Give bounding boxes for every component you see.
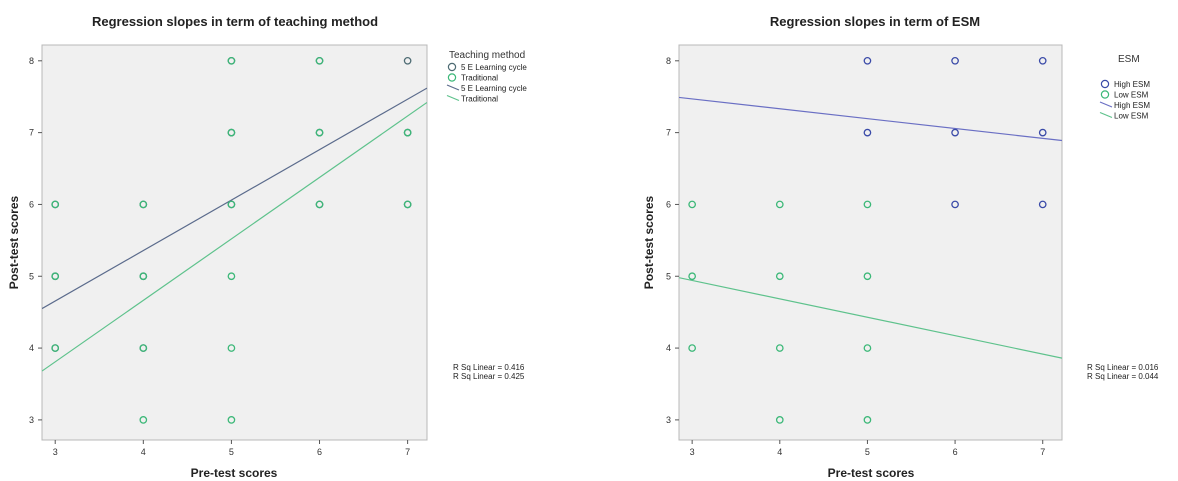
data-point <box>1038 200 1047 209</box>
data-point <box>775 272 784 281</box>
y-tick-label: 3 <box>666 415 671 425</box>
data-point <box>688 272 696 281</box>
data-point <box>51 344 60 352</box>
y-tick-label: 7 <box>666 128 671 138</box>
data-point <box>227 56 236 65</box>
data-point <box>951 128 959 137</box>
x-tick-label: 5 <box>865 447 870 457</box>
r-squared-label: R Sq Linear = 0.425 <box>453 372 525 381</box>
legend-marker <box>1100 90 1110 99</box>
data-point <box>403 56 412 65</box>
data-point <box>951 56 959 65</box>
r-squared-label: R Sq Linear = 0.016 <box>1087 363 1159 372</box>
legend-label: 5 E Learning cycle <box>461 84 527 93</box>
data-point <box>688 200 696 209</box>
data-point <box>315 200 324 209</box>
legend-label: 5 E Learning cycle <box>461 63 527 72</box>
y-tick-label: 8 <box>666 56 671 66</box>
data-point <box>863 128 872 137</box>
y-axis-label: Post-test scores <box>7 195 21 289</box>
legend-label: Low ESM <box>1114 91 1149 100</box>
legend-label: Low ESM <box>1114 112 1149 121</box>
data-point <box>227 344 236 352</box>
y-tick-label: 6 <box>666 199 671 209</box>
chart-panel-2: Regression slopes in term of ESM 3 4 5 6 7 3 4 5… <box>642 14 1159 480</box>
x-axis-label: Pre-test scores <box>828 466 915 480</box>
legend-line <box>446 94 460 102</box>
y-tick-label: 5 <box>29 271 34 281</box>
chart-panel-1: Regression slopes in term of teaching me… <box>7 14 527 480</box>
x-tick-label: 7 <box>1040 447 1045 457</box>
plot-area <box>678 44 1063 441</box>
legend-line <box>446 84 460 91</box>
data-point <box>227 272 236 281</box>
x-tick-label: 6 <box>317 447 322 457</box>
data-point <box>139 272 148 281</box>
legend-line <box>1099 101 1113 108</box>
y-tick-label: 5 <box>666 271 671 281</box>
data-point <box>315 128 324 137</box>
data-point <box>227 128 236 137</box>
y-tick-label: 8 <box>29 56 34 66</box>
y-tick-label: 3 <box>29 415 34 425</box>
r-squared-label: R Sq Linear = 0.416 <box>453 363 525 372</box>
plot-area <box>41 44 428 441</box>
data-point <box>403 200 412 209</box>
x-tick-label: 6 <box>953 447 958 457</box>
data-point <box>775 416 784 424</box>
y-axis-label: Post-test scores <box>642 195 656 289</box>
regression-line <box>679 277 1062 359</box>
y-tick-label: 7 <box>29 128 34 138</box>
y-tick-label: 4 <box>666 343 671 353</box>
legend-marker <box>447 62 457 72</box>
x-tick-label: 7 <box>405 447 410 457</box>
legend-label: Traditional <box>461 95 498 104</box>
data-point <box>51 272 60 281</box>
legend-title: ESM <box>1118 54 1140 65</box>
data-point <box>863 272 872 281</box>
data-point <box>139 344 148 352</box>
data-point <box>139 200 148 209</box>
data-point <box>139 416 148 424</box>
chart-title: Regression slopes in term of teaching me… <box>92 14 378 29</box>
data-point <box>775 344 784 352</box>
legend-title: Teaching method <box>449 50 525 61</box>
legend-marker <box>1100 79 1110 89</box>
regression-line <box>42 101 427 372</box>
x-tick-label: 3 <box>53 447 58 457</box>
y-tick-label: 4 <box>29 343 34 353</box>
data-point <box>863 344 872 352</box>
legend-label: High ESM <box>1114 101 1150 110</box>
data-point <box>227 200 236 209</box>
data-point <box>403 128 412 137</box>
data-point <box>51 200 60 209</box>
regression-line <box>679 96 1062 142</box>
x-tick-label: 4 <box>141 447 146 457</box>
legend-line <box>1099 111 1113 119</box>
x-tick-label: 4 <box>777 447 782 457</box>
data-point <box>863 416 872 424</box>
data-point <box>863 200 872 209</box>
data-point <box>951 200 959 209</box>
y-tick-label: 6 <box>29 199 34 209</box>
x-axis-label: Pre-test scores <box>191 466 278 480</box>
data-point <box>315 56 324 65</box>
data-point <box>227 416 236 424</box>
data-point <box>863 56 872 65</box>
legend-label: High ESM <box>1114 80 1150 89</box>
x-tick-label: 3 <box>690 447 695 457</box>
x-tick-label: 5 <box>229 447 234 457</box>
data-point <box>775 200 784 209</box>
data-point <box>1038 128 1047 137</box>
chart-title: Regression slopes in term of ESM <box>770 14 980 29</box>
r-squared-label: R Sq Linear = 0.044 <box>1087 372 1159 381</box>
legend-label: Traditional <box>461 74 498 83</box>
data-point <box>688 344 696 352</box>
legend-marker <box>447 73 457 82</box>
data-point <box>1038 56 1047 65</box>
regression-line <box>42 87 427 310</box>
